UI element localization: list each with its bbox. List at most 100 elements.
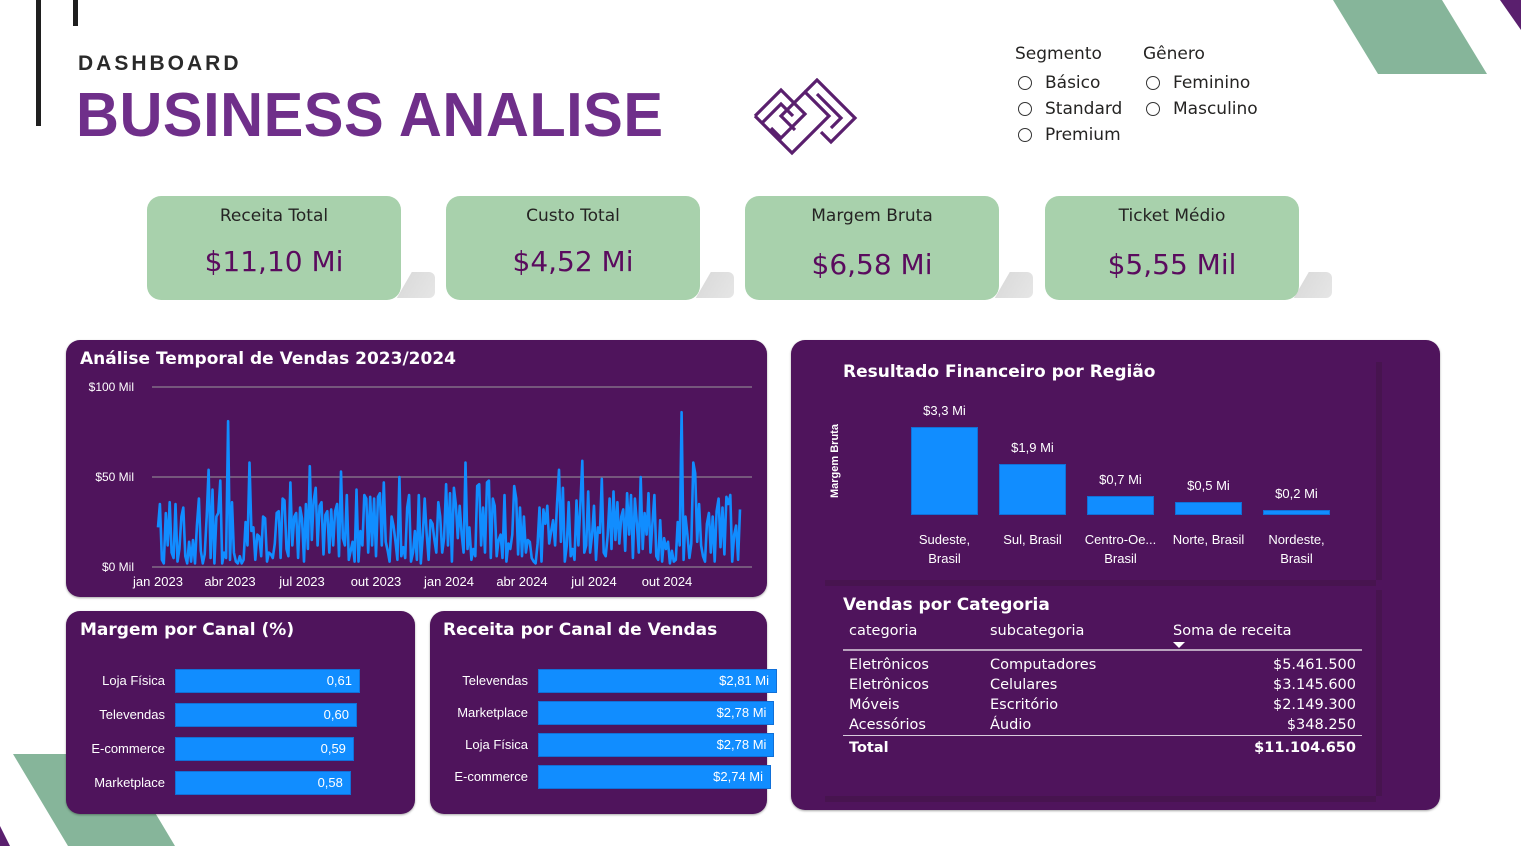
sort-descending-icon: [1173, 642, 1185, 648]
cell-subcategoria: Computadores: [990, 657, 1097, 673]
bar[interactable]: [538, 733, 775, 757]
bar[interactable]: [999, 464, 1066, 515]
chart-title: Resultado Financeiro por Região: [843, 362, 1156, 382]
radio-button[interactable]: [1018, 76, 1032, 90]
total-value: $11.104.650: [1254, 740, 1356, 756]
cell-receita: $5.461.500: [1272, 657, 1356, 673]
cell-receita: $3.145.600: [1272, 677, 1356, 693]
bar-value-label: $0,2 Mi: [1275, 485, 1318, 501]
bar-category-label: E-commerce: [91, 741, 165, 756]
financial-region-panel: Resultado Financeiro por Região $3,3 Mi S…: [791, 340, 1440, 810]
x-tick-label: jan 2023: [132, 574, 183, 589]
column-header-soma-receita[interactable]: Soma de receita: [1167, 621, 1362, 651]
segmento-option-basico[interactable]: Básico: [1015, 70, 1122, 96]
bar[interactable]: [175, 703, 357, 727]
cell-categoria: Eletrônicos: [849, 677, 929, 693]
option-label: Standard: [1045, 99, 1123, 119]
option-label: Básico: [1045, 73, 1101, 93]
bar-value-label: 0,59: [320, 741, 346, 756]
option-label: Masculino: [1173, 99, 1258, 119]
y-tick-label: $50 Mil: [95, 470, 134, 484]
kpi-card-ticket-medio: Ticket Médio $5,55 Mil: [1045, 196, 1299, 300]
kpi-label: Custo Total: [526, 206, 620, 226]
column-header-label: Soma de receita: [1173, 623, 1292, 639]
table-row[interactable]: Acessórios Áudio $348.250: [843, 715, 1362, 736]
category-label-line: Sul, Brasil: [1003, 532, 1062, 547]
radio-button[interactable]: [1146, 76, 1160, 90]
x-tick-label: out 2023: [351, 574, 402, 589]
kpi-shadow: [395, 272, 435, 298]
bar-value-label: 0,60: [323, 707, 349, 722]
bar-category-label: Nordeste, Brasil: [1252, 530, 1342, 568]
interlocking-diamond-logo-icon: [753, 78, 858, 156]
bar[interactable]: [1263, 509, 1330, 515]
table-header-row: categoria subcategoria Soma de receita: [843, 621, 1362, 651]
category-label-line: Brasil: [928, 551, 961, 566]
segmento-option-standard[interactable]: Standard: [1015, 96, 1122, 122]
bar-value-label: 0,61: [326, 673, 352, 688]
category-label-line: Brasil: [1280, 551, 1313, 566]
bar[interactable]: [538, 765, 772, 789]
bar[interactable]: [175, 771, 351, 795]
option-label: Premium: [1045, 125, 1121, 145]
bar-value-label: $1,9 Mi: [1011, 440, 1054, 456]
decorative-bar: [36, 0, 41, 126]
total-label: Total: [849, 740, 889, 756]
radio-button[interactable]: [1018, 102, 1032, 116]
kpi-value: $4,52 Mi: [512, 245, 634, 278]
kpi-label: Receita Total: [219, 206, 329, 226]
bar[interactable]: [1175, 501, 1242, 515]
genero-option-feminino[interactable]: Feminino: [1143, 70, 1258, 96]
bar[interactable]: [538, 701, 775, 725]
segmento-slicer: Segmento Básico Standard Premium: [1015, 44, 1122, 148]
temporal-sales-panel[interactable]: Análise Temporal de Vendas 2023/2024 $0 …: [66, 340, 767, 597]
y-tick-label: $0 Mil: [102, 560, 134, 574]
radio-button[interactable]: [1018, 128, 1032, 142]
genero-option-masculino[interactable]: Masculino: [1143, 96, 1258, 122]
segmento-slicer-title: Segmento: [1015, 44, 1102, 64]
chart-title: Receita por Canal de Vendas: [443, 620, 718, 640]
kpi-shadow: [993, 272, 1033, 298]
genero-slicer-title: Gênero: [1143, 44, 1205, 64]
decorative-purple-triangle-top: [1500, 0, 1521, 30]
bar[interactable]: [175, 737, 354, 761]
category-label-line: Brasil: [1104, 551, 1137, 566]
category-label-line: Norte, Brasil: [1172, 532, 1245, 547]
bar-value-label: $2,78 Mi: [716, 737, 767, 752]
bar-value-label: $2,74 Mi: [713, 769, 764, 784]
cell-categoria: Móveis: [849, 697, 900, 713]
x-tick-label: jul 2023: [278, 574, 325, 589]
bar[interactable]: [1087, 496, 1154, 515]
page-title: BUSINESS ANALISE: [76, 81, 664, 150]
cell-receita: $348.250: [1167, 715, 1362, 736]
receita-canal-panel[interactable]: Receita por Canal de Vendas Televendas $2…: [430, 611, 777, 814]
chart-title: Margem por Canal (%): [80, 620, 295, 640]
dashboard-subtitle: DASHBOARD: [78, 52, 242, 75]
line-chart[interactable]: $0 Mil $50 Mil $100 Mil jan 2023 abr 2023 jul…: [66, 340, 767, 597]
bar-category-label: Norte, Brasil: [1164, 530, 1254, 549]
bar-category-label: Sudeste, Brasil: [900, 530, 990, 568]
genero-slicer: Gênero Feminino Masculino: [1143, 44, 1258, 122]
x-tick-label: jul 2024: [570, 574, 617, 589]
kpi-label: Margem Bruta: [811, 206, 933, 226]
x-tick-label: abr 2024: [496, 574, 547, 589]
bar-category-label: Televendas: [99, 707, 165, 722]
kpi-shadow: [694, 272, 734, 298]
column-header-subcategoria[interactable]: subcategoria: [984, 621, 1167, 651]
region-chart-card[interactable]: Resultado Financeiro por Região $3,3 Mi S…: [825, 362, 1376, 580]
table-total-row: Total $11.104.650: [843, 736, 1362, 759]
bar[interactable]: [911, 427, 978, 515]
table-row[interactable]: Eletrônicos Celulares $3.145.600: [843, 675, 1362, 695]
bar-category-label: Loja Física: [102, 673, 165, 688]
radio-button[interactable]: [1146, 102, 1160, 116]
chart-title: Análise Temporal de Vendas 2023/2024: [80, 349, 456, 369]
column-header-categoria[interactable]: categoria: [843, 621, 984, 651]
bar-category-label: Marketplace: [94, 775, 165, 790]
margem-canal-panel[interactable]: Margem por Canal (%) Loja Física 0,61 Tele…: [66, 611, 415, 814]
kpi-card-margem-bruta: Margem Bruta $6,58 Mi: [745, 196, 999, 300]
bar[interactable]: [538, 669, 777, 693]
bar[interactable]: [175, 669, 360, 693]
table-row[interactable]: Eletrônicos Computadores $5.461.500: [843, 650, 1362, 675]
segmento-option-premium[interactable]: Premium: [1015, 122, 1122, 148]
table-row[interactable]: Móveis Escritório $2.149.300: [843, 695, 1362, 715]
